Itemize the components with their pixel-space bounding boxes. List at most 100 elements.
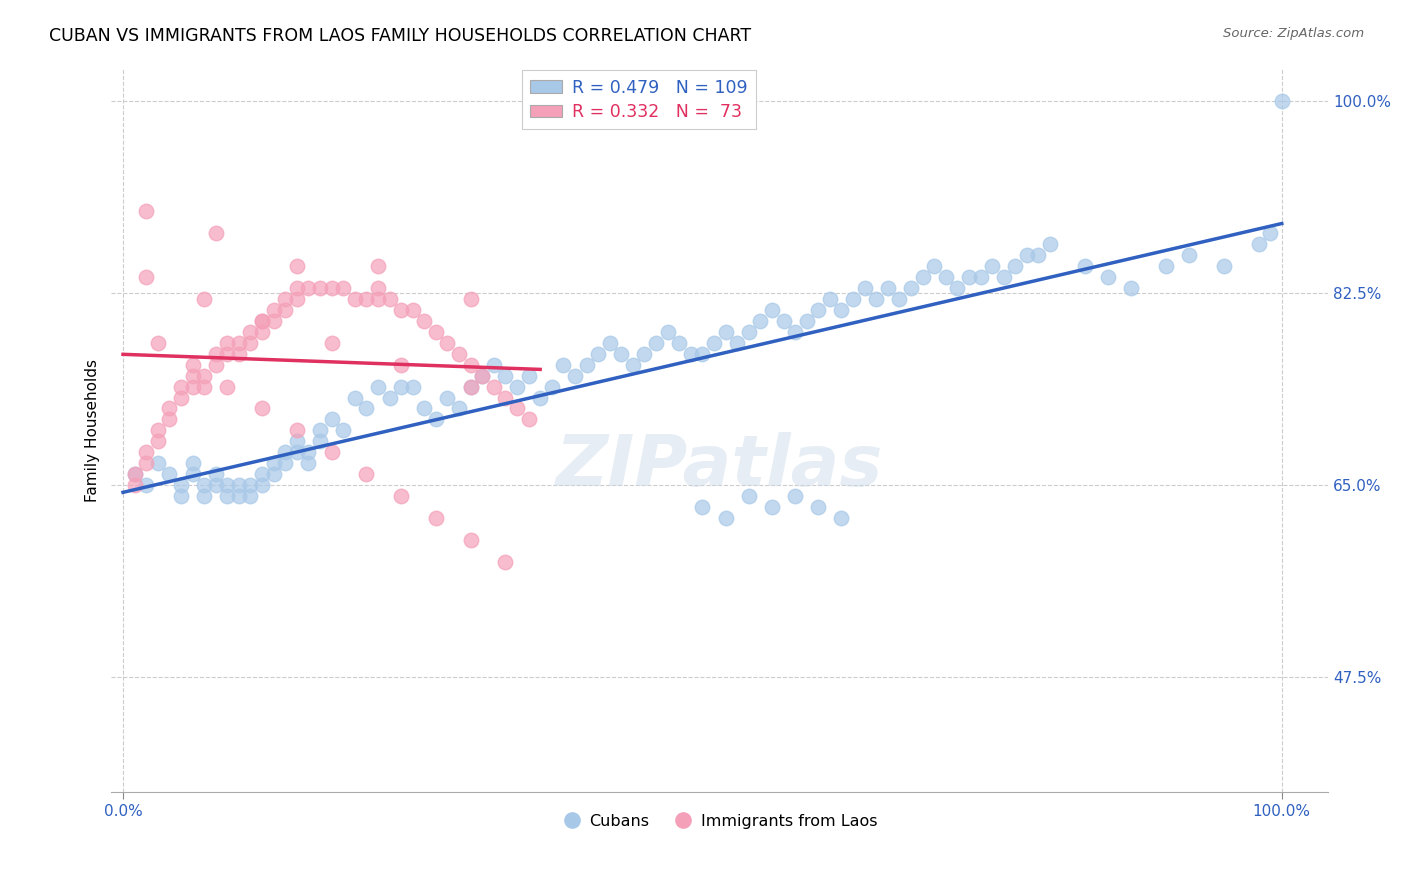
Point — [170, 379, 193, 393]
Point — [193, 368, 215, 383]
Point — [124, 467, 146, 482]
Point — [876, 281, 898, 295]
Point — [309, 281, 332, 295]
Point — [285, 292, 308, 306]
Point — [471, 368, 494, 383]
Point — [494, 391, 516, 405]
Point — [772, 314, 794, 328]
Point — [321, 335, 343, 350]
Point — [321, 281, 343, 295]
Point — [633, 346, 655, 360]
Point — [553, 358, 575, 372]
Point — [703, 335, 725, 350]
Point — [297, 456, 319, 470]
Point — [482, 358, 505, 372]
Point — [460, 533, 482, 547]
Point — [494, 555, 516, 569]
Point — [842, 292, 865, 306]
Point — [529, 391, 551, 405]
Point — [124, 467, 146, 482]
Point — [228, 346, 250, 360]
Point — [506, 401, 529, 416]
Point — [389, 358, 412, 372]
Point — [274, 302, 297, 317]
Point — [309, 434, 332, 449]
Point — [807, 500, 830, 515]
Point — [228, 335, 250, 350]
Point — [1212, 259, 1234, 273]
Point — [321, 412, 343, 426]
Point — [157, 401, 180, 416]
Point — [239, 325, 262, 339]
Point — [263, 467, 285, 482]
Point — [402, 302, 425, 317]
Point — [460, 358, 482, 372]
Point — [517, 368, 540, 383]
Point — [146, 335, 169, 350]
Point — [413, 314, 436, 328]
Point — [193, 292, 215, 306]
Point — [389, 302, 412, 317]
Point — [367, 259, 389, 273]
Point — [181, 358, 204, 372]
Point — [981, 259, 1004, 273]
Point — [146, 424, 169, 438]
Point — [297, 281, 319, 295]
Point — [378, 391, 401, 405]
Point — [1074, 259, 1097, 273]
Point — [494, 368, 516, 383]
Point — [204, 346, 226, 360]
Point — [367, 292, 389, 306]
Point — [725, 335, 748, 350]
Point — [1258, 226, 1281, 240]
Point — [621, 358, 644, 372]
Point — [993, 269, 1015, 284]
Point — [193, 489, 215, 503]
Point — [228, 489, 250, 503]
Point — [193, 478, 215, 492]
Point — [830, 302, 852, 317]
Point — [425, 412, 447, 426]
Point — [413, 401, 436, 416]
Point — [250, 325, 273, 339]
Point — [657, 325, 679, 339]
Point — [853, 281, 876, 295]
Point — [250, 401, 273, 416]
Point — [157, 467, 180, 482]
Point — [274, 292, 297, 306]
Point — [785, 325, 807, 339]
Point — [263, 314, 285, 328]
Point — [228, 478, 250, 492]
Point — [135, 478, 157, 492]
Point — [668, 335, 690, 350]
Point — [343, 391, 366, 405]
Point — [946, 281, 969, 295]
Point — [1178, 248, 1201, 262]
Point — [738, 325, 761, 339]
Point — [957, 269, 980, 284]
Point — [761, 500, 783, 515]
Point — [818, 292, 841, 306]
Point — [564, 368, 586, 383]
Point — [714, 511, 737, 525]
Y-axis label: Family Households: Family Households — [86, 359, 100, 502]
Text: CUBAN VS IMMIGRANTS FROM LAOS FAMILY HOUSEHOLDS CORRELATION CHART: CUBAN VS IMMIGRANTS FROM LAOS FAMILY HOU… — [49, 27, 751, 45]
Point — [436, 391, 458, 405]
Point — [170, 489, 193, 503]
Point — [217, 489, 239, 503]
Point — [692, 500, 714, 515]
Point — [1271, 95, 1294, 109]
Point — [135, 445, 157, 459]
Point — [204, 226, 226, 240]
Point — [692, 346, 714, 360]
Point — [367, 281, 389, 295]
Point — [367, 379, 389, 393]
Point — [285, 424, 308, 438]
Point — [343, 292, 366, 306]
Point — [889, 292, 911, 306]
Point — [610, 346, 633, 360]
Point — [1121, 281, 1143, 295]
Point — [217, 335, 239, 350]
Point — [761, 302, 783, 317]
Point — [124, 478, 146, 492]
